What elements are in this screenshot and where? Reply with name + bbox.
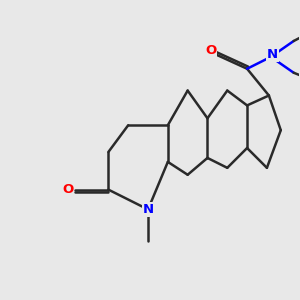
Text: O: O xyxy=(205,44,217,57)
Text: N: N xyxy=(142,203,154,216)
Text: N: N xyxy=(267,48,278,61)
Text: O: O xyxy=(62,183,74,196)
